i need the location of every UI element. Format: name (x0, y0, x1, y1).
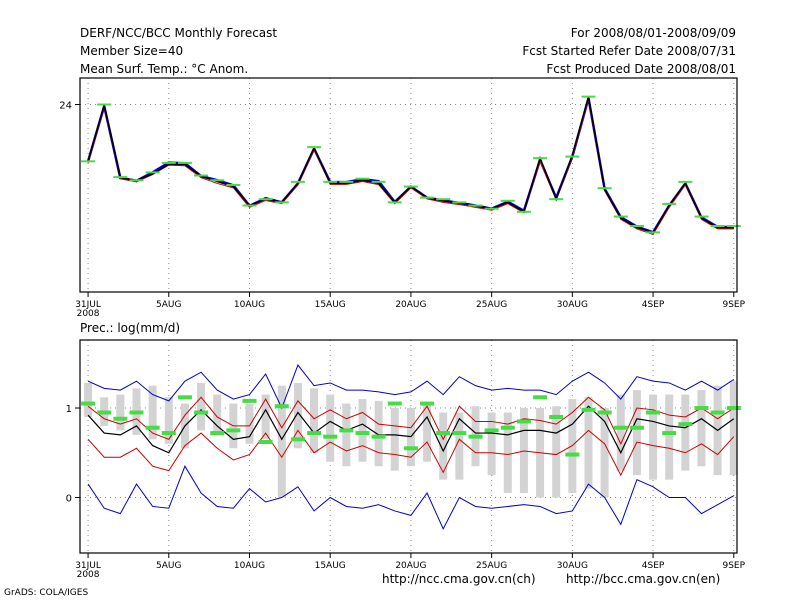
p1-series-lower (87, 99, 734, 236)
p2-x-tick-label-3: 15AUG (315, 561, 346, 571)
p2-x-tick-label-8: 9SEP (722, 561, 745, 571)
p1-x-tick-label-4: 20AUG (395, 300, 426, 310)
member-size: Member Size=40 (80, 44, 184, 58)
p2-y-tick-label-1: 1 (66, 404, 72, 415)
p2-spread-bar-29 (552, 406, 561, 498)
p1-x-tick-label-8: 9SEP (722, 300, 745, 310)
p2-spread-bar-19 (390, 408, 399, 471)
p2-x-tick-label-6: 30AUG (557, 561, 588, 571)
p2-series-ensemble-mean (87, 405, 735, 455)
header-left: DERF/NCC/BCC Monthly Forecast Member Siz… (80, 24, 277, 78)
refer-date: Fcst Started Refer Date 2008/07/31 (522, 44, 736, 58)
p2-series-red-lower (87, 429, 735, 477)
p2-x-tick-label-4: 20AUG (395, 561, 426, 571)
p2-spread-bar-34 (632, 390, 641, 476)
p2-x-year-label: 2008 (77, 570, 100, 580)
p1-x-tick-label-7: 4SEP (642, 300, 665, 310)
p2-series-red-upper (87, 396, 735, 446)
grads-credit: GrADS: COLA/IGES (4, 588, 89, 598)
p2-spread-bar-4 (148, 385, 157, 440)
p2-spread-bar-32 (600, 408, 609, 498)
p2-spread-bar-31 (584, 397, 593, 489)
p2-spread-bar-10 (245, 403, 254, 444)
p2-y-tick-label-0: 0 (66, 494, 72, 505)
header-right: For 2008/08/01-2008/09/09 Fcst Started R… (522, 24, 736, 78)
p2-spread-bar-15 (326, 394, 335, 462)
p1-x-year-label: 2008 (77, 309, 100, 319)
p2-x-tick-label-7: 4SEP (642, 561, 665, 571)
p2-spread-bar-40 (729, 381, 738, 476)
forecast-period: For 2008/08/01-2008/09/09 (570, 26, 736, 40)
p2-x-tick-label-5: 25AUG (476, 561, 507, 571)
p2-panel-title: Prec.: log(mm/d) (80, 321, 180, 335)
p2-spread-bar-14 (310, 388, 319, 453)
p2-spread-bar-0 (84, 382, 93, 417)
p2-x-tick-label-0: 31JUL (75, 561, 101, 571)
p2-spread-bar-33 (616, 394, 625, 471)
p2-spread-bar-36 (665, 394, 674, 480)
p1-x-tick-label-3: 15AUG (315, 300, 346, 310)
p2-series-upper-outer (87, 465, 735, 530)
p2-frame (79, 339, 738, 554)
url-bcc[interactable]: http://bcc.cma.gov.cn(en) (566, 572, 721, 586)
p2-spread-bar-2 (116, 394, 125, 431)
p2-spread-bar-8 (213, 394, 222, 435)
p2-spread-bar-12 (277, 385, 286, 498)
p2-spread-bar-25 (487, 412, 496, 476)
p2-spread-bar-26 (503, 412, 512, 494)
p1-x-tick-label-5: 25AUG (476, 300, 507, 310)
p2-spread-bar-16 (342, 403, 351, 467)
p2-x-tick-label-1: 5AUG (156, 561, 181, 571)
chart-title: DERF/NCC/BCC Monthly Forecast (80, 26, 278, 40)
p2-spread-bar-17 (358, 399, 367, 462)
p1-x-tick-label-6: 30AUG (557, 300, 588, 310)
p2-spread-bar-23 (455, 412, 464, 480)
p2-spread-bar-7 (197, 382, 206, 431)
url-ncc[interactable]: http://ncc.cma.gov.cn(ch) (382, 572, 536, 586)
p2-spread-bar-37 (681, 394, 690, 471)
p2-spread-bar-21 (423, 403, 432, 462)
variable-label: Mean Surf. Temp.: °C Anom. (80, 62, 249, 76)
p1-y-tick-label-0: 24 (59, 101, 72, 112)
p2-spread-bar-38 (697, 390, 706, 467)
p2-spread-bar-13 (293, 382, 302, 449)
p2-x-tick-label-2: 10AUG (234, 561, 265, 571)
p1-x-tick-label-2: 10AUG (234, 300, 265, 310)
p2-spread-bar-35 (649, 394, 658, 480)
p1-x-tick-label-0: 31JUL (75, 300, 101, 310)
p1-series-ensemble-mean (87, 96, 734, 234)
produced-date: Fcst Produced Date 2008/08/01 (546, 62, 736, 76)
p2-series-lower-outer (87, 364, 735, 410)
p1-frame (79, 77, 738, 293)
p2-spread-bar-11 (261, 394, 270, 440)
p2-spread-bar-5 (164, 397, 173, 444)
p1-x-tick-label-1: 5AUG (156, 300, 181, 310)
p2-spread-bar-18 (374, 400, 383, 467)
p2-spread-bar-22 (439, 412, 448, 480)
